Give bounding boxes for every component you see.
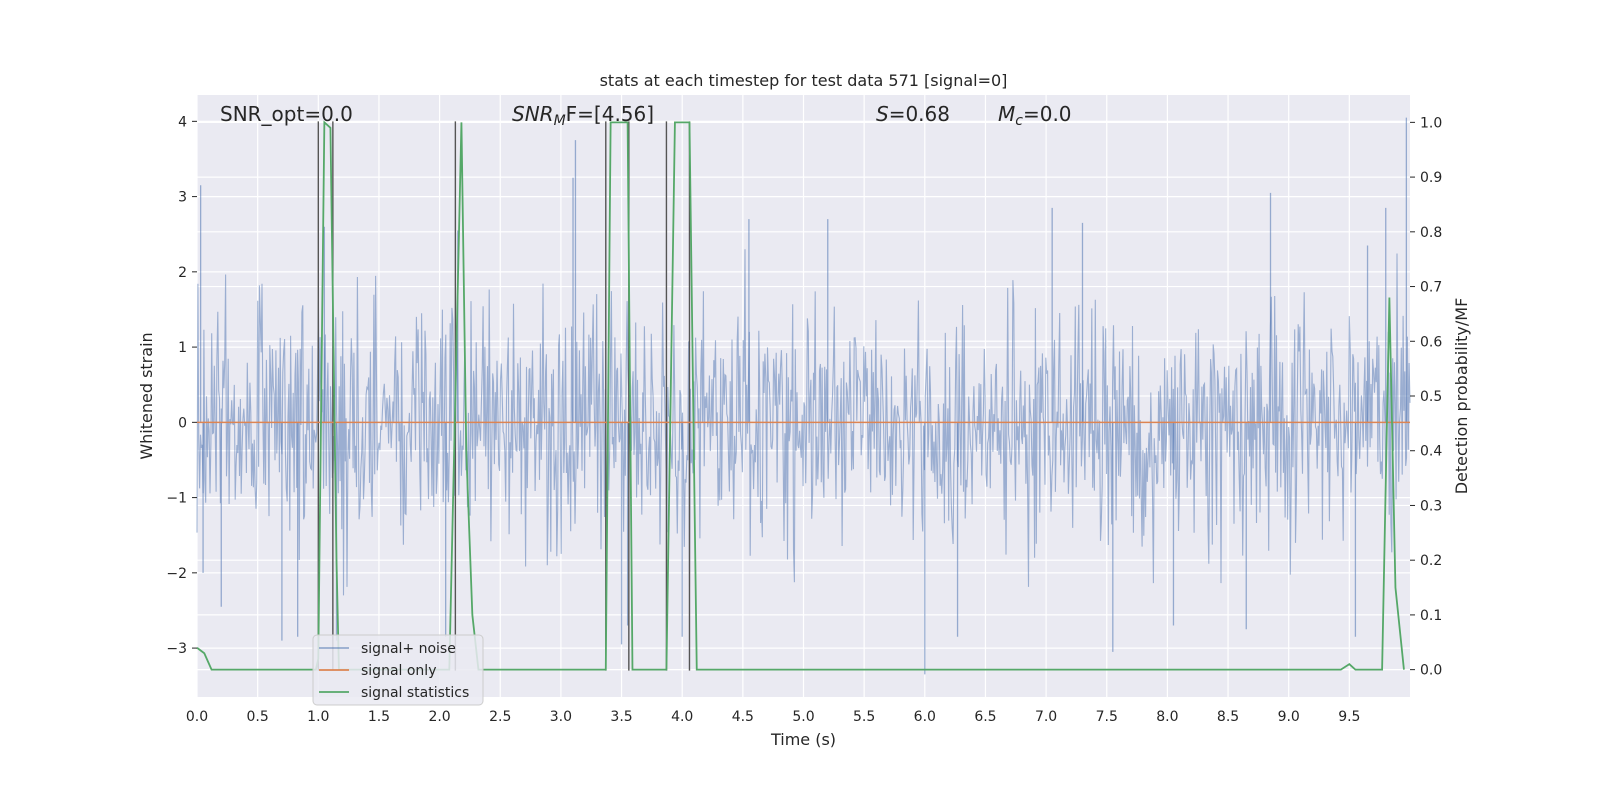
y-axis-left-label: Whitened strain <box>137 332 156 459</box>
annotation-mc-value: =0.0 <box>1023 102 1072 126</box>
x-tick-label: 6.0 <box>914 709 936 725</box>
y-right-tick-label: 0.6 <box>1420 334 1442 350</box>
axis-ticks: 0.0 0.5 1.0 1.5 2.0 2.5 3.0 3.5 4.0 4.5 5.0 5.5 6.0 6… <box>166 114 1442 725</box>
y-right-tick-label: 0.9 <box>1420 170 1442 186</box>
legend-label-signal-statistics: signal statistics <box>361 685 469 701</box>
y-left-tick-label: 0 <box>178 415 187 431</box>
annotation-snr-mf-rest: F=[4.56] <box>566 102 654 126</box>
y-axis-right-label: Detection probability/MF <box>1452 298 1471 495</box>
annotation-mc-sub: c <box>1015 113 1023 129</box>
x-tick-label: 8.5 <box>1217 709 1239 725</box>
annotation-snr-mf: SNRMF=[4.56] <box>512 102 654 129</box>
annotation-s: S=0.68 <box>876 102 950 126</box>
series-line-signal-statistics <box>196 120 1405 671</box>
legend-box <box>312 634 484 706</box>
annotation-snr-mf-base: SNR <box>512 102 554 126</box>
x-tick-label: 7.0 <box>1035 709 1057 725</box>
legend: signal+ noise signal only signal statist… <box>312 634 484 706</box>
y-left-tick-label: 4 <box>178 114 187 130</box>
x-tick-label: 3.5 <box>610 709 632 725</box>
x-tick-label: 4.5 <box>732 709 754 725</box>
y-left-tick-label: −3 <box>166 641 187 657</box>
y-left-tick-label: −1 <box>166 491 187 507</box>
annotation-snr-mf-sub: M <box>554 113 566 129</box>
x-tick-label: 9.0 <box>1278 709 1300 725</box>
annotation-mc-label: M <box>998 102 1015 126</box>
x-tick-label: 2.0 <box>428 709 450 725</box>
stat-annotations: SNR_opt=0.0 SNRMF=[4.56] S=0.68 Mc=0.0 <box>220 102 1072 129</box>
x-tick-label: 5.5 <box>853 709 875 725</box>
legend-label-signal-noise: signal+ noise <box>361 641 456 657</box>
y-left-tick-label: 2 <box>178 265 187 281</box>
y-right-tick-label: 0.3 <box>1420 498 1442 514</box>
chart-title: stats at each timestep for test data 571… <box>600 71 1008 90</box>
y-right-tick-label: 0.8 <box>1420 225 1442 241</box>
y-left-tick-label: 3 <box>178 190 187 206</box>
y-left-tick-label: −2 <box>166 566 187 582</box>
y-right-tick-label: 0.2 <box>1420 553 1442 569</box>
x-tick-label: 9.5 <box>1338 709 1360 725</box>
y-right-tick-label: 0.5 <box>1420 389 1442 405</box>
threshold-markers <box>317 121 691 671</box>
x-axis-label: Time (s) <box>770 730 836 749</box>
annotation-s-value: =0.68 <box>889 102 950 126</box>
annotation-s-label: S <box>876 102 889 126</box>
annotation-snr-opt: SNR_opt=0.0 <box>220 102 353 126</box>
y-right-tick-label: 0.1 <box>1420 608 1442 624</box>
x-tick-label: 8.0 <box>1156 709 1178 725</box>
x-tick-label: 2.5 <box>489 709 511 725</box>
x-tick-label: 4.0 <box>671 709 693 725</box>
x-tick-label: 1.5 <box>368 709 390 725</box>
x-tick-label: 0.0 <box>186 709 208 725</box>
x-tick-label: 0.5 <box>247 709 269 725</box>
series-line-signal-noise <box>196 249 1411 596</box>
annotation-mc: Mc=0.0 <box>998 102 1072 129</box>
x-tick-label: 6.5 <box>974 709 996 725</box>
y-right-tick-label: 1.0 <box>1420 115 1442 131</box>
y-right-tick-label: 0.0 <box>1420 663 1442 679</box>
y-right-tick-label: 0.4 <box>1420 444 1442 460</box>
x-tick-label: 5.0 <box>792 709 814 725</box>
noise-series <box>196 117 1411 675</box>
x-tick-label: 1.0 <box>307 709 329 725</box>
legend-label-signal-only: signal only <box>361 663 436 679</box>
y-right-tick-label: 0.7 <box>1420 280 1442 296</box>
x-tick-label: 7.5 <box>1096 709 1118 725</box>
line-series <box>196 120 1410 671</box>
y-left-tick-label: 1 <box>178 340 187 356</box>
x-tick-label: 3.0 <box>550 709 572 725</box>
